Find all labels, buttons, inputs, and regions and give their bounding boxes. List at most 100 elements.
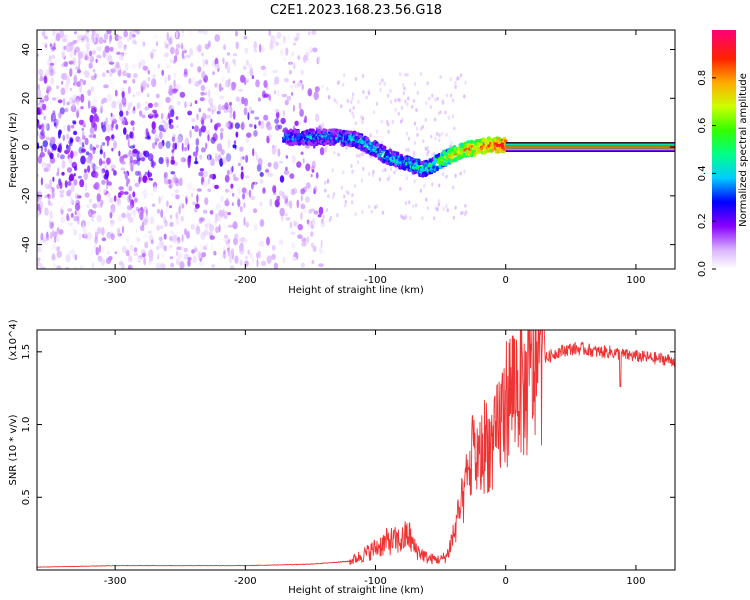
heatmap-cell [191,249,195,254]
heatmap-cell [132,126,135,132]
heatmap-cell [229,112,233,119]
heatmap-cell [151,121,156,130]
heatmap-cell [50,77,55,85]
heatmap-cell [127,138,130,148]
heatmap-cell [183,71,188,78]
heatmap-cell [89,126,95,135]
heatmap-cell [40,232,44,241]
heatmap-cell [243,238,248,243]
heatmap-cell [70,183,75,192]
heatmap-cell [230,265,235,269]
heatmap-cell [205,114,212,119]
heatmap-cell [117,192,122,199]
heatmap-cell [175,199,180,205]
heatmap-cell [85,41,90,50]
heatmap-cell [288,33,291,41]
heatmap-cell [328,95,331,100]
heatmap-cell [195,138,200,146]
heatmap-cell [460,211,463,216]
heatmap-cell [59,154,65,160]
heatmap-cell [90,249,94,256]
heatmap-cell [277,148,281,157]
heatmap-cell [132,78,136,84]
spectrogram-ylabel: Frequency (Hz) [8,112,19,188]
heatmap-cell [99,149,103,155]
heatmap-cell [37,89,42,99]
heatmap-cell [216,143,223,152]
heatmap-cell [226,64,230,72]
heatmap-cell [395,167,399,171]
heatmap-cell [37,122,40,129]
snr-xtick-label: -200 [234,576,257,587]
heatmap-cell [350,164,353,168]
heatmap-cell [253,208,258,214]
heatmap-cell [101,142,106,146]
heatmap-cell [283,170,290,175]
heatmap-cell [290,231,296,235]
heatmap-cell [249,252,253,259]
heatmap-cell [433,216,436,221]
heatmap-cell [280,48,284,57]
heatmap-cell [112,48,119,54]
snr-axes: -300 -200 -100 0 100 0.5 1.0 1.5 [21,330,675,587]
heatmap-cell [116,51,121,55]
heatmap-cell [113,195,117,202]
heatmap-cell [66,133,69,140]
snr-xtick-label: -100 [364,576,387,587]
heatmap-cell [434,136,437,141]
heatmap-cell [144,241,149,249]
heatmap-cell [257,157,263,167]
heatmap-cell [153,251,159,258]
heatmap-cell [222,208,225,217]
heatmap-cell [263,243,267,248]
heatmap-cell [73,173,76,177]
heatmap-cell [175,257,181,266]
heatmap-cell [209,235,215,240]
heatmap-cell [40,145,44,153]
heatmap-cell [186,230,190,239]
heatmap-cell [168,89,174,96]
heatmap-cell [89,198,92,204]
heatmap-cell [74,202,81,211]
heatmap-cell [79,179,85,188]
heatmap-cell [158,141,163,150]
heatmap-cell [273,161,279,170]
heatmap-cell [245,59,250,66]
heatmap-cell [367,91,371,96]
heatmap-cell [324,188,327,193]
heatmap-cell [118,150,121,157]
heatmap-cell [305,163,311,172]
heatmap-cell [239,205,243,213]
heatmap-cell [312,47,318,53]
heatmap-cell [266,135,270,144]
heatmap-cell [41,266,46,269]
heatmap-cell [149,255,154,262]
spectrogram-ytick-label: 0 [21,144,32,150]
heatmap-cell [81,39,85,45]
heatmap-cell [260,65,266,71]
heatmap-cell [60,216,66,224]
heatmap-cell [361,74,365,78]
heatmap-cell [230,81,236,91]
heatmap-cell [335,100,338,105]
heatmap-cell [393,170,396,175]
heatmap-cell [209,174,214,179]
heatmap-cell [452,185,455,190]
heatmap-cell [191,125,194,130]
heatmap-cell [145,128,149,137]
heatmap-cell [284,213,288,217]
heatmap-cell [69,138,74,143]
heatmap-cell [78,57,81,66]
heatmap-cell [106,137,109,147]
heatmap-cell [371,173,375,178]
heatmap-cell [113,140,117,150]
heatmap-cell [172,234,178,240]
heatmap-cell [308,221,312,228]
heatmap-cell [451,114,455,119]
heatmap-cell [37,109,41,115]
heatmap-cell [164,178,169,185]
heatmap-cell [186,190,191,200]
heatmap-cell [332,192,336,197]
heatmap-cell [157,63,161,69]
heatmap-cell [47,234,50,241]
